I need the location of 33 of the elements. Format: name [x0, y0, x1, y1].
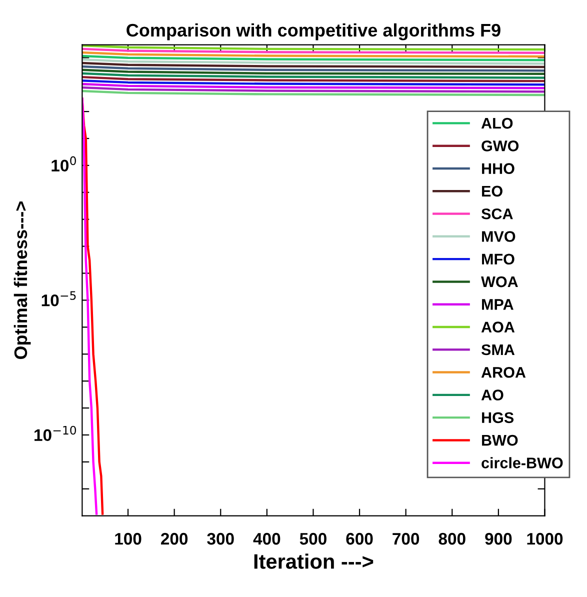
legend-label: ALO — [481, 118, 513, 129]
legend-label: circle-BWO — [482, 457, 563, 468]
legend-label: AROA — [481, 366, 526, 378]
legend-label: GWO — [482, 140, 519, 152]
x-tick-label: 600 — [346, 532, 373, 545]
legend-label: MVO — [482, 231, 516, 242]
legend-label: EO — [482, 186, 502, 197]
legend-label: HGS — [482, 412, 514, 424]
chart-title: Comparison with competitive algorithms F9 — [126, 23, 500, 40]
y-axis-title: Optimal fitness---> — [14, 202, 31, 360]
x-tick-label: 800 — [438, 532, 466, 545]
x-tick-label: 500 — [300, 532, 326, 545]
legend-label: SMA — [481, 344, 515, 356]
legend-label: SCA — [481, 208, 513, 220]
x-tick-label: 300 — [207, 532, 234, 545]
y-tick-label: 10$^{−5}$ — [42, 291, 76, 306]
line-series — [82, 98, 98, 515]
legend-label: HHO — [482, 163, 514, 174]
x-tick-label: 900 — [485, 532, 512, 545]
x-axis-title: Iteration ---> — [254, 554, 374, 569]
x-tick-label: 200 — [160, 532, 188, 545]
legend-label: AO — [481, 390, 504, 400]
y-tick-label: 10$^{0}$ — [52, 156, 76, 172]
x-tick-label: 400 — [253, 532, 280, 545]
legend-label: WOA — [481, 276, 518, 288]
x-tick-label: 700 — [392, 532, 420, 545]
legend-label: MPA — [482, 299, 514, 310]
x-tick-label: 1000 — [527, 532, 563, 545]
y-tick-label: 10$^{−10}$ — [34, 426, 76, 442]
legend-label: BWO — [482, 434, 518, 446]
legend-label: MFO — [482, 254, 514, 265]
x-tick-label: 100 — [115, 532, 142, 545]
legend-label: AOA — [481, 322, 515, 332]
